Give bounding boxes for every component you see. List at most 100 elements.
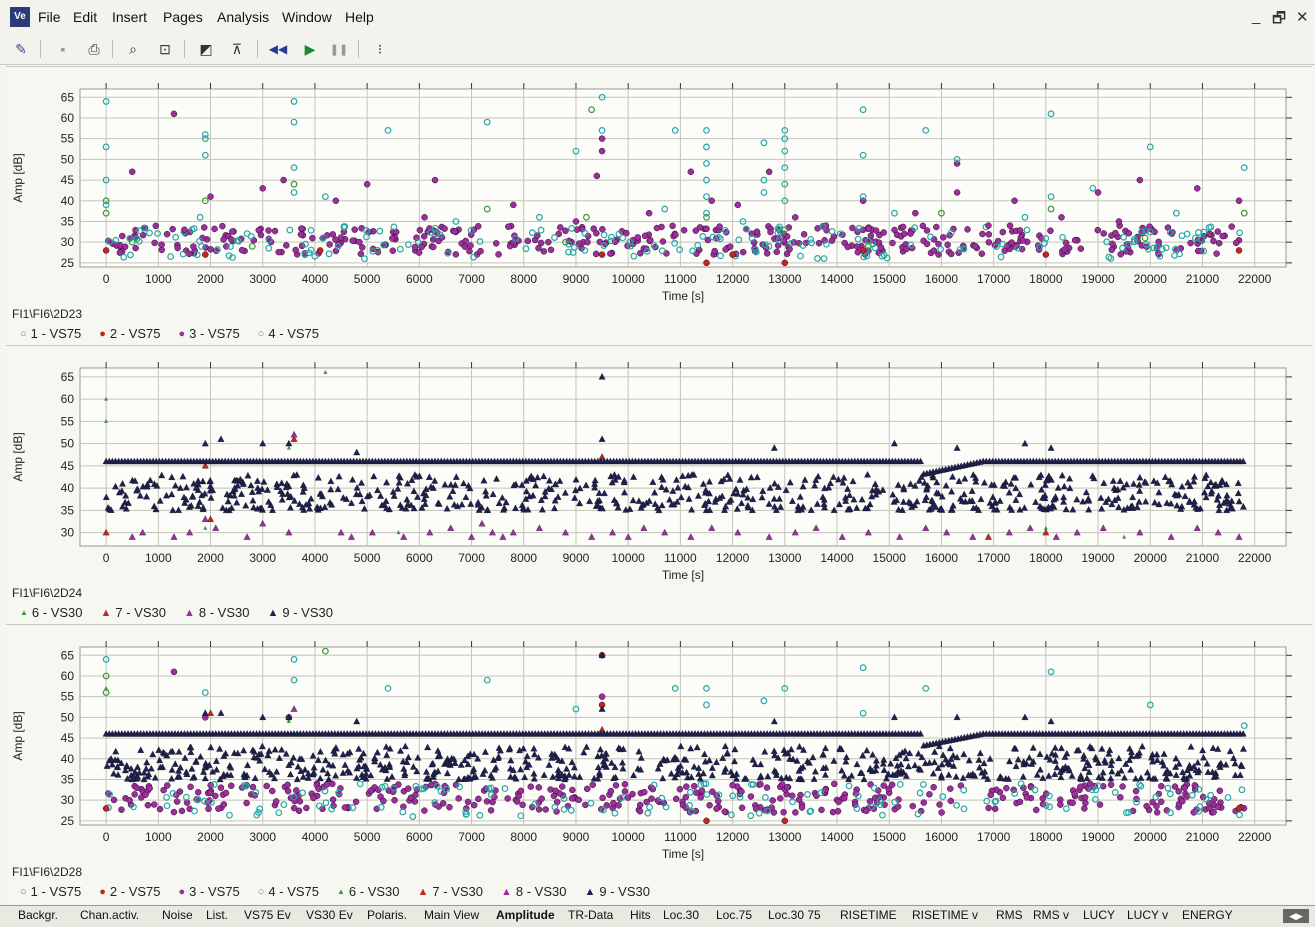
axis-icon[interactable]: ◩ <box>199 40 213 57</box>
amplitude-chart-2d24[interactable]: 0 1000 2000 3000 4000 5000 6000 7000 8000 9000 100… <box>6 346 1312 624</box>
data-point <box>1137 774 1145 781</box>
toolbar-separator <box>184 40 185 58</box>
data-point <box>1172 209 1180 217</box>
data-point <box>383 775 391 782</box>
data-point <box>812 476 820 483</box>
data-point <box>1205 224 1213 231</box>
data-point <box>572 147 580 155</box>
rewind-icon[interactable]: ◀◀ <box>268 42 288 56</box>
tab-loc-30[interactable]: Loc.30 <box>663 908 700 922</box>
tab-rms-v[interactable]: RMS v <box>1033 908 1069 922</box>
data-point <box>1205 799 1213 807</box>
data-point <box>400 765 408 772</box>
data-point <box>820 255 828 263</box>
tab-hits[interactable]: Hits <box>630 908 651 922</box>
menu-insert[interactable]: Insert <box>112 9 148 25</box>
tab-backgr[interactable]: Backgr. <box>18 908 59 922</box>
restore-icon[interactable]: 🗗 <box>1272 10 1287 27</box>
y-tick-label: 30 <box>61 235 75 249</box>
tab-lucy-v[interactable]: LUCY v <box>1127 908 1169 922</box>
pause-icon[interactable]: ❚❚ <box>329 43 349 56</box>
tab-risetime[interactable]: RISETIME <box>840 908 897 922</box>
data-point <box>1081 805 1088 812</box>
data-point <box>1151 498 1159 506</box>
data-point <box>960 750 968 758</box>
tab-rms[interactable]: RMS <box>996 908 1023 922</box>
menu-analysis[interactable]: Analysis <box>217 9 270 25</box>
data-point <box>1020 758 1028 765</box>
zoom-icon[interactable]: ⌕ <box>129 40 137 57</box>
data-point <box>658 483 666 490</box>
tab-loc-30-75[interactable]: Loc.30 75 <box>768 908 821 922</box>
tab-amplitude[interactable]: Amplitude <box>496 908 555 922</box>
data-point <box>676 785 684 793</box>
data-point <box>1202 471 1210 478</box>
menu-edit[interactable]: Edit <box>73 9 98 25</box>
close-icon[interactable]: ✕ <box>1296 9 1309 26</box>
data-point <box>659 238 667 245</box>
cursor-icon[interactable]: ⊼ <box>231 40 243 57</box>
data-point <box>615 802 622 809</box>
data-point <box>763 784 771 791</box>
data-point <box>742 225 750 233</box>
data-point <box>489 490 497 497</box>
data-point <box>1016 506 1024 513</box>
tab-vs30-ev[interactable]: VS30 Ev <box>306 908 353 922</box>
tab-energy[interactable]: ENERGY <box>1182 908 1233 922</box>
tab-polaris[interactable]: Polaris. <box>367 908 408 922</box>
menu-file[interactable]: File <box>38 9 61 25</box>
data-point <box>977 495 985 502</box>
menu-help[interactable]: Help <box>345 9 374 25</box>
data-point <box>807 235 815 243</box>
tab-tr-data[interactable]: TR-Data <box>568 908 614 922</box>
data-point <box>647 236 654 244</box>
tab-chan-activ[interactable]: Chan.activ. <box>80 908 140 922</box>
data-point <box>299 488 307 495</box>
minimize-icon[interactable]: _ <box>1252 8 1261 25</box>
tab-risetime-v[interactable]: RISETIME v <box>912 908 979 922</box>
data-point <box>230 749 238 756</box>
data-point <box>102 805 110 812</box>
tab-scroll-arrows-icon[interactable]: ◀▶ <box>1283 909 1309 923</box>
data-point <box>912 209 919 217</box>
data-point <box>335 789 343 796</box>
data-point <box>971 242 979 250</box>
data-point <box>1199 746 1207 754</box>
data-point <box>947 229 955 237</box>
data-point <box>932 503 940 510</box>
menu-pages[interactable]: Pages <box>163 9 203 25</box>
data-point <box>227 243 234 250</box>
tab-vs75-ev[interactable]: VS75 Ev <box>244 908 291 922</box>
data-point <box>942 481 950 489</box>
data-point <box>512 234 519 242</box>
data-point <box>475 506 483 513</box>
zoom-select-icon[interactable]: ⊡ <box>159 40 171 57</box>
amplitude-chart-2d28[interactable]: 0 1000 2000 3000 4000 5000 6000 7000 8000 9000 100… <box>6 625 1312 903</box>
data-point <box>325 250 333 258</box>
tab-loc-75[interactable]: Loc.75 <box>716 908 753 922</box>
open-icon[interactable]: ✎ <box>15 40 27 57</box>
save-icon[interactable]: ▪ <box>60 41 66 57</box>
x-tick-label: 8000 <box>510 272 537 286</box>
data-point <box>327 485 335 493</box>
data-point <box>1240 164 1248 172</box>
tab-lucy[interactable]: LUCY <box>1083 908 1116 922</box>
data-point <box>1061 246 1068 253</box>
app-icon[interactable]: Ve <box>10 7 30 27</box>
step-icon[interactable]: ⁝ <box>377 40 383 57</box>
data-point <box>1016 227 1024 234</box>
menu-window[interactable]: Window <box>282 9 332 25</box>
data-point <box>164 782 171 789</box>
tab-list[interactable]: List. <box>206 908 229 922</box>
play-icon[interactable]: ▶ <box>304 40 316 57</box>
print-icon[interactable]: ⎙ <box>88 40 100 57</box>
data-point <box>1204 768 1212 775</box>
tab-noise[interactable]: Noise <box>162 908 193 922</box>
data-point <box>1210 808 1217 816</box>
tab-main-view[interactable]: Main View <box>424 908 480 922</box>
amplitude-chart-2d23[interactable]: 0 1000 2000 3000 4000 5000 6000 7000 8000 9000 100… <box>6 67 1312 345</box>
data-point <box>980 772 988 780</box>
data-point <box>1150 477 1158 484</box>
data-point <box>474 498 482 506</box>
data-point <box>443 758 451 765</box>
